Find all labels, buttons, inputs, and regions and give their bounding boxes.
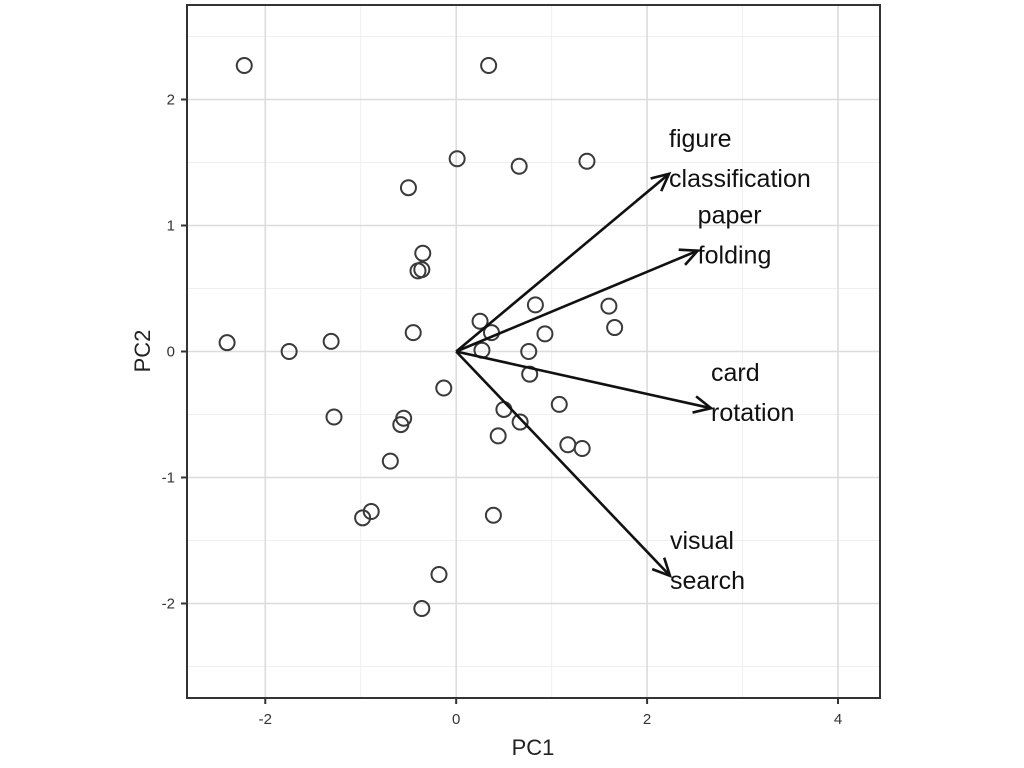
- loading-arrow: [455, 172, 670, 353]
- scatter-point: [606, 319, 624, 337]
- loading-arrow-label: search: [670, 567, 745, 595]
- scatter-point: [536, 325, 554, 343]
- scatter-point: [573, 440, 591, 458]
- scatter-point: [354, 509, 372, 527]
- scatter-point: [280, 343, 298, 360]
- scatter-point: [235, 56, 253, 74]
- scatter-point: [489, 427, 507, 445]
- loading-arrowhead: [692, 395, 714, 414]
- scatter-point: [550, 395, 568, 413]
- loading-arrow-label: visual: [670, 527, 734, 555]
- scatter-points: [218, 56, 624, 618]
- scatter-point: [511, 413, 529, 431]
- scatter-point: [381, 452, 399, 470]
- loading-arrow-label: classification: [669, 165, 811, 193]
- loading-arrow: [455, 350, 712, 410]
- scatter-point: [325, 408, 343, 426]
- loading-arrows: figure classification paper folding card rota…: [455, 125, 811, 595]
- loading-arrowhead: [651, 557, 673, 578]
- x-tick-label: -2: [259, 711, 272, 728]
- y-tick-label: 1: [167, 218, 175, 235]
- x-tick-label: 4: [834, 711, 842, 728]
- loading-arrowhead: [678, 248, 701, 266]
- scatter-point: [480, 56, 498, 74]
- scatter-point: [413, 600, 431, 618]
- scatter-point: [414, 244, 432, 262]
- scatter-point: [322, 332, 340, 350]
- loading-arrow-label: paper: [698, 202, 762, 230]
- loading-arrow-label: rotation: [711, 399, 794, 427]
- y-tick-label: 0: [167, 344, 175, 361]
- scatter-point: [448, 150, 466, 168]
- scatter-point: [399, 179, 417, 197]
- loading-arrow: [455, 249, 699, 353]
- loading-arrow-label: card: [711, 359, 760, 387]
- y-axis-title: PC2: [130, 330, 155, 373]
- scatter-point: [600, 297, 618, 315]
- y-tick-label: 2: [167, 92, 175, 109]
- scatter-point: [409, 262, 427, 280]
- scatter-point: [510, 157, 528, 175]
- loading-arrow-label: figure: [669, 125, 732, 153]
- scatter-point: [578, 152, 596, 170]
- scatter-point: [484, 506, 502, 524]
- scatter-point: [559, 436, 577, 454]
- axis-ticks: -2 0 2 4 -2 -1 0 1 2: [162, 92, 843, 729]
- scatter-point: [362, 503, 380, 521]
- y-tick-label: -2: [162, 596, 175, 613]
- x-tick-label: 2: [643, 711, 651, 728]
- scatter-point: [520, 343, 538, 360]
- loading-arrow: [455, 350, 671, 577]
- loading-arrowhead: [650, 171, 672, 192]
- scatter-point: [404, 324, 422, 342]
- scatter-point: [430, 566, 448, 584]
- major-gridlines: [187, 5, 880, 698]
- scatter-point: [392, 416, 410, 434]
- scatter-point: [218, 334, 236, 352]
- loading-arrow-label: folding: [698, 242, 772, 270]
- scatter-point: [526, 296, 544, 314]
- x-axis-title: PC1: [512, 735, 555, 760]
- x-tick-label: 0: [452, 711, 460, 728]
- y-tick-label: -1: [162, 470, 175, 487]
- scatter-point: [435, 379, 453, 397]
- scatter-point: [471, 312, 489, 330]
